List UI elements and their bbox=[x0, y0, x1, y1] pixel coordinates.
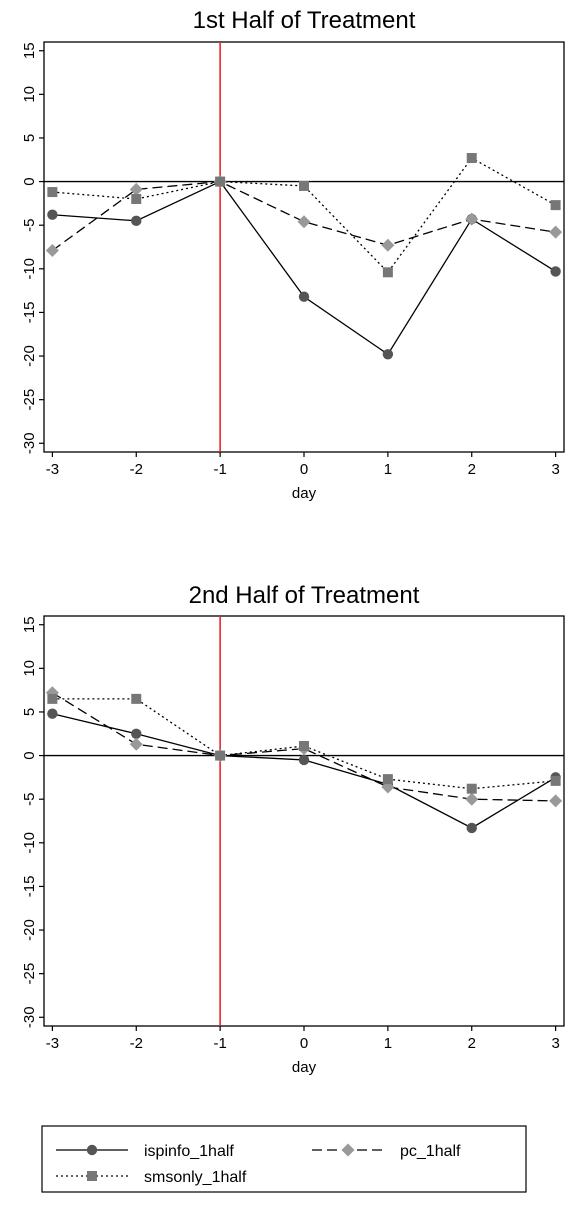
legend: ispinfo_1half pc_1half smsonly_1half bbox=[41, 1125, 527, 1193]
data-point-ispinfo_1half bbox=[550, 266, 561, 277]
legend-box bbox=[41, 1125, 527, 1193]
data-point-smsonly_1half bbox=[466, 153, 477, 164]
legend-entry-smsonly_1half: smsonly_1half bbox=[56, 1169, 247, 1186]
y-tick-label: 15 bbox=[21, 42, 38, 59]
y-tick-label: -25 bbox=[21, 389, 38, 411]
x-tick-label: 1 bbox=[384, 1035, 392, 1052]
data-point-smsonly_1half bbox=[131, 693, 142, 704]
y-tick-label: 10 bbox=[21, 86, 38, 103]
data-point-pc_1half bbox=[129, 737, 143, 751]
x-axis-label: day bbox=[292, 1059, 317, 1076]
legend-marker-diamond bbox=[341, 1143, 355, 1157]
data-point-smsonly_1half bbox=[47, 693, 58, 704]
data-point-pc_1half bbox=[297, 215, 311, 229]
x-axis-label: day bbox=[292, 485, 317, 502]
x-tick-label: -1 bbox=[213, 1035, 226, 1052]
y-tick-label: -15 bbox=[21, 876, 38, 898]
data-point-pc_1half bbox=[465, 792, 479, 806]
y-tick-label: -20 bbox=[21, 345, 38, 367]
series-line-ispinfo_1half bbox=[52, 180, 556, 356]
data-point-pc_1half bbox=[129, 182, 143, 196]
data-point-smsonly_1half bbox=[215, 750, 226, 761]
data-point-ispinfo_1half bbox=[298, 754, 310, 766]
x-tick-label: 2 bbox=[468, 1035, 476, 1052]
y-tick-label: -30 bbox=[21, 432, 38, 454]
data-point-pc_1half bbox=[45, 243, 59, 257]
x-tick-label: 2 bbox=[468, 461, 476, 478]
data-point-ispinfo_1half bbox=[47, 209, 58, 220]
data-point-smsonly_1half bbox=[131, 194, 142, 205]
data-point-ispinfo_1half bbox=[382, 349, 394, 360]
y-tick-label: -30 bbox=[21, 1006, 38, 1028]
y-tick-label: 10 bbox=[21, 660, 38, 677]
data-point-pc_1half bbox=[465, 212, 479, 226]
data-point-smsonly_1half bbox=[215, 176, 226, 187]
x-tick-label: 0 bbox=[300, 1035, 308, 1052]
series-line-smsonly_1half bbox=[52, 157, 556, 274]
y-tick-label: -5 bbox=[21, 219, 38, 232]
data-point-smsonly_1half bbox=[382, 267, 393, 278]
data-point-smsonly_1half bbox=[299, 180, 309, 191]
data-point-smsonly_1half bbox=[299, 740, 309, 751]
x-tick-label: -1 bbox=[213, 461, 226, 478]
x-tick-label: 3 bbox=[551, 1035, 559, 1052]
data-point-smsonly_1half bbox=[550, 200, 561, 211]
chart-panel-2: 2nd Half of Treatment151050-5-10-15-20-2… bbox=[21, 582, 565, 1076]
x-tick-label: 1 bbox=[384, 461, 392, 478]
legend-label: smsonly_1half bbox=[144, 1169, 247, 1186]
legend-marker-square bbox=[87, 1171, 97, 1181]
y-tick-label: -20 bbox=[21, 919, 38, 941]
y-tick-label: 5 bbox=[21, 708, 38, 716]
data-point-ispinfo_1half bbox=[131, 728, 142, 739]
plot-frame bbox=[43, 615, 565, 1027]
chart-panel-1: 1st Half of Treatment151050-5-10-15-20-2… bbox=[21, 7, 565, 502]
series-line-ispinfo_1half bbox=[52, 713, 556, 829]
data-point-ispinfo_1half bbox=[466, 822, 477, 834]
x-tick-label: -2 bbox=[130, 1035, 143, 1052]
data-point-ispinfo_1half bbox=[131, 215, 142, 227]
data-point-smsonly_1half bbox=[382, 774, 393, 785]
plot-frame bbox=[43, 41, 565, 453]
y-tick-label: 0 bbox=[21, 177, 38, 185]
y-tick-label: -5 bbox=[21, 793, 38, 806]
data-point-smsonly_1half bbox=[550, 775, 561, 786]
y-tick-label: 5 bbox=[21, 134, 38, 142]
legend-marker-circle bbox=[86, 1144, 98, 1156]
y-tick-label: -15 bbox=[21, 302, 38, 324]
data-point-pc_1half bbox=[549, 225, 563, 239]
x-tick-label: 3 bbox=[551, 461, 559, 478]
legend-entry-ispinfo_1half: ispinfo_1half bbox=[56, 1143, 234, 1160]
data-point-smsonly_1half bbox=[47, 187, 58, 198]
x-tick-label: -3 bbox=[46, 1035, 59, 1052]
data-point-smsonly_1half bbox=[466, 783, 477, 794]
y-tick-label: -10 bbox=[21, 832, 38, 854]
x-tick-label: -3 bbox=[46, 461, 59, 478]
legend-label: ispinfo_1half bbox=[144, 1143, 234, 1160]
chart-title: 2nd Half of Treatment bbox=[189, 582, 420, 609]
x-tick-label: 0 bbox=[300, 461, 308, 478]
data-point-ispinfo_1half bbox=[47, 708, 58, 719]
legend-label: pc_1half bbox=[400, 1143, 461, 1160]
y-tick-label: 15 bbox=[21, 616, 38, 633]
y-tick-label: 0 bbox=[21, 751, 38, 759]
data-point-pc_1half bbox=[549, 794, 563, 808]
data-point-pc_1half bbox=[381, 238, 395, 252]
chart-title: 1st Half of Treatment bbox=[193, 7, 416, 34]
legend-entry-pc_1half: pc_1half bbox=[312, 1143, 461, 1160]
x-tick-label: -2 bbox=[130, 461, 143, 478]
y-tick-label: -10 bbox=[21, 258, 38, 280]
y-tick-label: -25 bbox=[21, 963, 38, 985]
data-point-ispinfo_1half bbox=[298, 291, 310, 302]
